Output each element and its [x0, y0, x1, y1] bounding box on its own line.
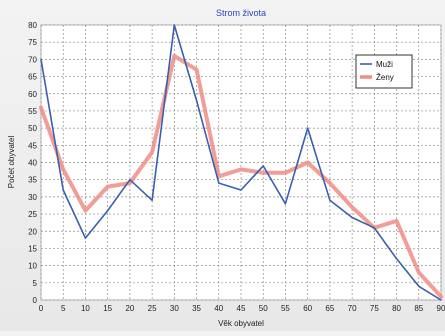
y-tick-label: 60	[28, 90, 37, 99]
legend-box	[355, 54, 413, 89]
x-tick-label: 50	[259, 304, 268, 313]
series-line-muzi	[40, 24, 442, 301]
y-tick-label: 15	[28, 244, 37, 253]
y-axis-label: Počet obyvatel	[7, 136, 16, 189]
x-axis-label: Věk obyvatel	[218, 319, 264, 328]
x-tick-label: 40	[214, 304, 223, 313]
x-tick-label: 70	[348, 304, 357, 313]
legend: Muži Ženy	[355, 54, 413, 89]
legend-label-zeny: Ženy	[376, 73, 394, 82]
y-tick-label: 40	[28, 159, 37, 168]
y-tick-label: 45	[28, 141, 37, 150]
chart-title: Strom života	[216, 8, 266, 18]
x-tick-label: 85	[414, 304, 423, 313]
y-tick-label: 70	[28, 55, 37, 64]
x-tick-label: 90	[437, 304, 445, 313]
y-tick-label: 75	[28, 38, 37, 47]
x-tick-label: 75	[370, 304, 379, 313]
y-tick-label: 80	[28, 21, 37, 30]
y-tick-label: 10	[28, 262, 37, 271]
x-tick-label: 20	[125, 304, 134, 313]
x-tick-label: 35	[192, 304, 201, 313]
axis-ticks: 0 5 10 15 20 25 30 35 40 45 50 55 60 65 70 75 80 85 90 0 5 10…	[28, 21, 445, 313]
x-tick-label: 0	[39, 304, 44, 313]
x-tick-label: 55	[281, 304, 290, 313]
x-tick-label: 25	[148, 304, 157, 313]
x-tick-label: 5	[61, 304, 66, 313]
y-tick-label: 35	[28, 176, 37, 185]
x-tick-label: 45	[237, 304, 246, 313]
y-tick-label: 20	[28, 227, 37, 236]
y-tick-label: 0	[33, 296, 38, 305]
gridlines	[40, 24, 442, 301]
x-tick-label: 15	[103, 304, 112, 313]
x-tick-label: 60	[303, 304, 312, 313]
y-tick-label: 65	[28, 73, 37, 82]
x-tick-label: 30	[170, 304, 179, 313]
x-tick-label: 65	[325, 304, 334, 313]
y-tick-label: 50	[28, 124, 37, 133]
y-tick-label: 25	[28, 210, 37, 219]
legend-label-muzi: Muži	[376, 60, 393, 69]
y-tick-label: 5	[33, 279, 38, 288]
y-tick-label: 55	[28, 107, 37, 116]
x-tick-label: 80	[392, 304, 401, 313]
y-tick-label: 30	[28, 193, 37, 202]
x-tick-label: 10	[81, 304, 90, 313]
series-lines	[39, 24, 443, 301]
